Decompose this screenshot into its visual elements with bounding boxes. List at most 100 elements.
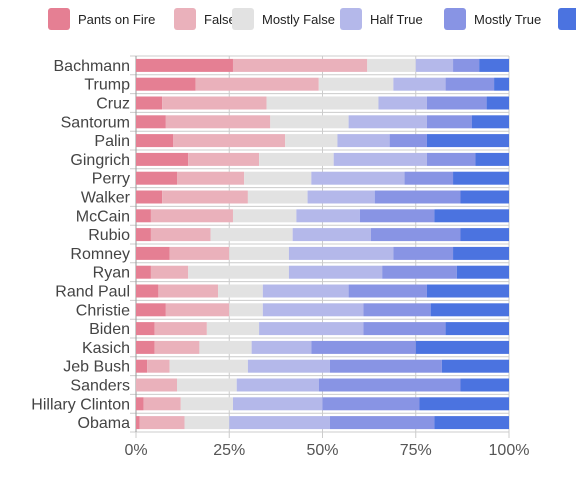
bar-segment	[136, 359, 148, 373]
bar-segment	[288, 246, 394, 260]
bar-segment	[333, 152, 427, 166]
bar-segment	[247, 359, 330, 373]
bar-segment	[471, 115, 509, 129]
bar-segment	[393, 246, 454, 260]
category-label: Bachmann	[54, 58, 131, 75]
bar-segment	[136, 96, 163, 110]
bar-segment	[169, 359, 248, 373]
legend-swatch	[174, 8, 196, 30]
bar-segment	[150, 265, 189, 279]
bar-segment	[184, 416, 230, 430]
bar-segment	[158, 284, 219, 298]
bar-segment	[259, 152, 334, 166]
x-tick-label: 100%	[489, 442, 530, 459]
bar-segment	[389, 134, 427, 148]
bar-segment	[143, 397, 181, 411]
legend-item[interactable]: Half True	[340, 7, 423, 31]
bar-segment	[251, 340, 312, 354]
bar-segment	[136, 190, 163, 204]
category-label: Trump	[84, 77, 130, 94]
bar-segment	[445, 77, 495, 91]
category-label: Hillary Clinton	[31, 396, 130, 413]
bar-segment	[311, 171, 405, 185]
category-label: Ryan	[93, 265, 130, 282]
legend-label: Mostly True	[474, 11, 542, 27]
bar-segment	[244, 171, 312, 185]
category-label: Palin	[94, 133, 130, 150]
bar-segment	[426, 134, 509, 148]
bar-segment	[262, 303, 364, 317]
category-label: Santorum	[61, 114, 130, 131]
legend-item[interactable]: Mostly True	[444, 7, 541, 31]
bar-segment	[266, 96, 379, 110]
bar-segment	[415, 58, 454, 72]
bar-segment	[136, 152, 189, 166]
bar-segment	[136, 134, 174, 148]
bar-segment	[318, 378, 461, 392]
bar-segment	[426, 284, 509, 298]
legend-swatch	[558, 8, 576, 30]
bar-segment	[285, 134, 338, 148]
category-label: McCain	[76, 208, 130, 225]
bar-segment	[165, 303, 230, 317]
bar-segment	[378, 96, 427, 110]
bar-segment	[232, 209, 297, 223]
bar-segment	[136, 228, 151, 242]
bar-segment	[247, 190, 308, 204]
bar-segment	[363, 322, 446, 336]
bar-segment	[453, 171, 509, 185]
bar-segment	[136, 416, 140, 430]
bar-segment	[359, 209, 435, 223]
bar-segment	[206, 322, 260, 336]
bar-segment	[154, 322, 207, 336]
bar-segment	[177, 171, 245, 185]
bar-segment	[374, 190, 461, 204]
bar-segment	[329, 359, 442, 373]
bar-segment	[426, 96, 487, 110]
bar-segment	[236, 378, 319, 392]
bar-segment	[348, 115, 427, 129]
bar-segment	[382, 265, 457, 279]
x-tick-label: 0%	[124, 442, 147, 459]
legend-label: False	[204, 11, 236, 27]
bar-segment	[188, 265, 289, 279]
bar-segment	[180, 397, 233, 411]
legend-item[interactable]: False	[174, 7, 236, 31]
bar-segment	[210, 228, 293, 242]
legend-label: Mostly False	[262, 11, 335, 27]
bar-segment	[404, 171, 454, 185]
bar-segment	[136, 397, 144, 411]
bar-segment	[199, 340, 252, 354]
bar-segment	[453, 246, 509, 260]
x-tick-label: 50%	[306, 442, 338, 459]
category-label: Obama	[78, 415, 131, 432]
bar-segment	[136, 284, 159, 298]
bar-segment	[162, 190, 248, 204]
bar-segment	[139, 416, 185, 430]
bar-segment	[136, 340, 155, 354]
legend-label: Half True	[370, 11, 423, 27]
bar-segment	[136, 303, 166, 317]
bar-segment	[136, 115, 166, 129]
category-label: Rand Paul	[55, 284, 130, 301]
bar-segment	[177, 378, 237, 392]
legend-item[interactable]: True	[558, 7, 576, 31]
bar-segment	[218, 284, 263, 298]
category-label: Jeb Bush	[63, 359, 130, 376]
bar-segment	[415, 340, 509, 354]
bar-segment	[270, 115, 349, 129]
legend-swatch	[340, 8, 362, 30]
bar-segment	[229, 246, 289, 260]
legend-label: Pants on Fire	[78, 11, 156, 27]
bar-segment	[136, 58, 233, 72]
bar-segment	[136, 265, 151, 279]
category-label: Sanders	[70, 378, 130, 395]
bar-segment	[367, 58, 416, 72]
bar-segment	[460, 228, 509, 242]
legend-item[interactable]: Mostly False	[232, 7, 335, 31]
category-label: Gingrich	[70, 152, 130, 169]
bar-segment	[419, 397, 509, 411]
legend-item[interactable]: Pants on Fire	[48, 7, 155, 31]
